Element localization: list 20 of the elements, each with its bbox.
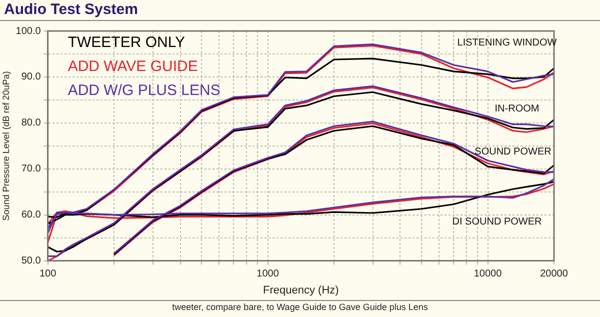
x-tick-label: 10000 xyxy=(474,268,502,280)
x-tick-label: 100 xyxy=(39,268,57,280)
series-label: ADD W/G PLUS LENS xyxy=(68,82,220,100)
y-tick-label: 100.0 xyxy=(16,26,42,37)
y-tick-label: 50.0 xyxy=(21,256,42,267)
y-tick-label: 90.0 xyxy=(21,72,42,83)
y-axis-title: Sound Pressure Level (dB ref 20uPa) xyxy=(0,71,11,221)
text: tweeter, compare bare, to Wage Guide to Gave Guide plus Lens xyxy=(171,302,429,312)
text: TWEETER ONLY xyxy=(68,34,186,52)
annotation: IN-ROOM xyxy=(494,104,540,114)
x-tick-label: 1000 xyxy=(256,268,280,280)
y-tick-label: 60.0 xyxy=(21,210,42,221)
annotation: SOUND POWER xyxy=(474,146,552,158)
chart-title: Audio Test System xyxy=(4,1,138,18)
x-tick-label: 20000 xyxy=(540,268,568,280)
y-tick-label: 80.0 xyxy=(21,118,42,129)
y-tick-label: 70.0 xyxy=(21,164,42,175)
text: ADD WAVE GUIDE xyxy=(68,58,198,76)
annotation: DI SOUND POWER xyxy=(452,216,542,228)
x-axis-title: Frequency (Hz) xyxy=(263,284,339,296)
